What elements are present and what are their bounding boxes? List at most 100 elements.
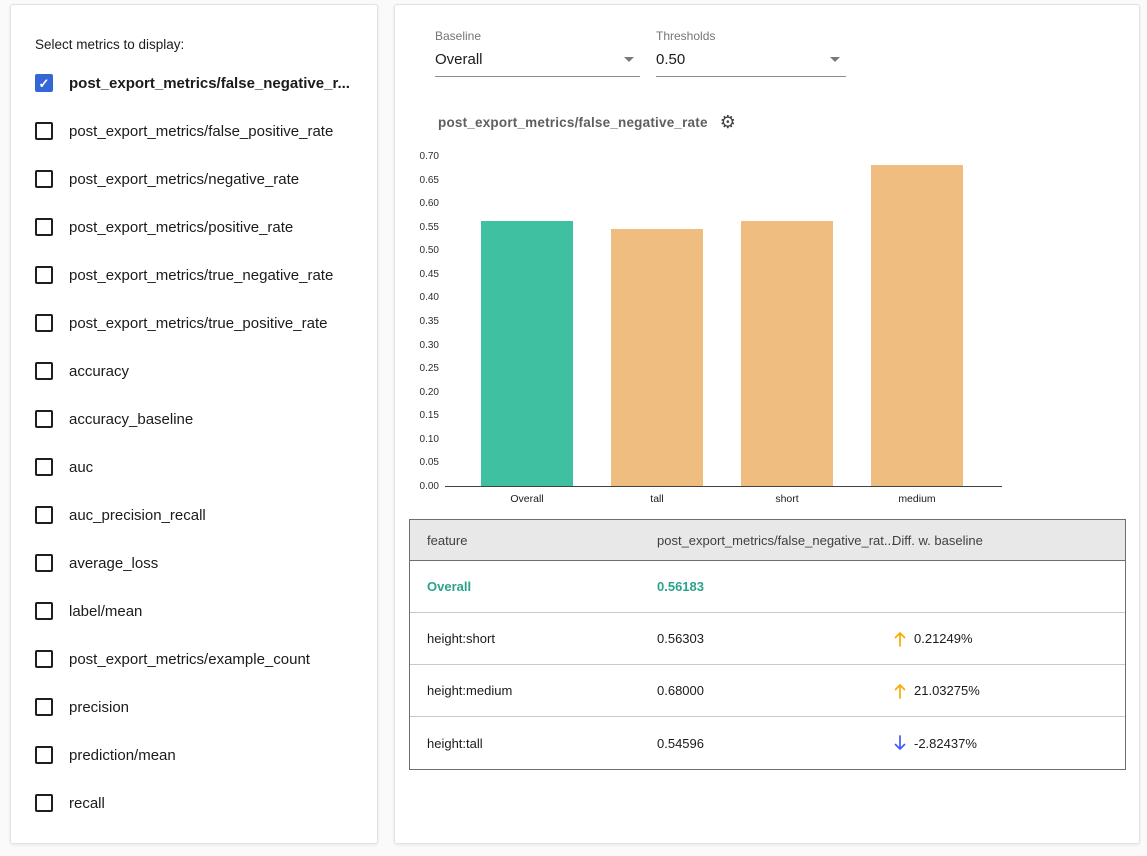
- feature-cell: height:short: [427, 613, 495, 664]
- checkbox-unchecked-icon[interactable]: [35, 794, 53, 812]
- checkbox-unchecked-icon[interactable]: [35, 650, 53, 668]
- y-axis-tick-label: 0.55: [395, 223, 439, 233]
- y-axis-tick-label: 0.05: [395, 458, 439, 468]
- checkbox-unchecked-icon[interactable]: [35, 698, 53, 716]
- metric-label: accuracy_baseline: [69, 411, 193, 428]
- x-axis-tick-label: Overall: [481, 493, 573, 505]
- metric-label: auc_precision_recall: [69, 507, 206, 524]
- checkbox-unchecked-icon[interactable]: [35, 554, 53, 572]
- checkbox-unchecked-icon[interactable]: [35, 314, 53, 332]
- bar-medium[interactable]: [871, 165, 963, 486]
- down-arrow-icon: [892, 734, 908, 752]
- table-row: height:medium 0.68000 21.03275%: [410, 665, 1125, 717]
- x-axis-tick-label: medium: [871, 493, 963, 505]
- checkbox-unchecked-icon[interactable]: [35, 746, 53, 764]
- metric-checkbox-item[interactable]: auc_precision_recall: [11, 491, 377, 539]
- metric-checkbox-item[interactable]: recall: [11, 779, 377, 827]
- checkbox-unchecked-icon[interactable]: [35, 458, 53, 476]
- metric-label: prediction/mean: [69, 747, 176, 764]
- metric-label: post_export_metrics/example_count: [69, 651, 310, 668]
- y-axis-tick-label: 0.45: [395, 270, 439, 280]
- feature-cell: height:medium: [427, 665, 512, 716]
- metric-checkbox-item[interactable]: post_export_metrics/positive_rate: [11, 203, 377, 251]
- y-axis-tick-label: 0.30: [395, 341, 439, 351]
- diff-cell: -2.82437%: [892, 717, 977, 769]
- metric-checkbox-item[interactable]: post_export_metrics/true_negative_rate: [11, 251, 377, 299]
- gear-icon[interactable]: ⚙: [720, 113, 736, 131]
- y-axis-tick-label: 0.20: [395, 388, 439, 398]
- y-axis-tick-label: 0.15: [395, 411, 439, 421]
- metric-value-cell: 0.56183: [657, 561, 704, 612]
- thresholds-dropdown[interactable]: 0.50: [656, 51, 846, 77]
- feature-cell: height:tall: [427, 717, 483, 769]
- metric-label: label/mean: [69, 603, 142, 620]
- chart-title: post_export_metrics/false_negative_rate: [438, 115, 708, 130]
- bar-overall[interactable]: [481, 221, 573, 486]
- y-axis-tick-label: 0.50: [395, 246, 439, 256]
- thresholds-value: 0.50: [656, 51, 685, 68]
- metric-checkbox-item[interactable]: post_export_metrics/example_count: [11, 635, 377, 683]
- metric-checkbox-item[interactable]: post_export_metrics/false_positive_rate: [11, 107, 377, 155]
- diff-value: 21.03275%: [914, 683, 980, 698]
- table-row: height:tall 0.54596 -2.82437%: [410, 717, 1125, 769]
- bar-tall[interactable]: [611, 229, 703, 486]
- chevron-down-icon[interactable]: [624, 57, 634, 62]
- baseline-dropdown[interactable]: Overall: [435, 51, 640, 77]
- y-axis: 0.000.050.100.150.200.250.300.350.400.45…: [395, 157, 439, 487]
- baseline-select[interactable]: Baseline Overall: [435, 29, 640, 77]
- metrics-table: featurepost_export_metrics/false_negativ…: [409, 519, 1126, 770]
- metric-label: post_export_metrics/negative_rate: [69, 171, 299, 188]
- metric-value-cell: 0.68000: [657, 665, 704, 716]
- diff-value: 0.21249%: [914, 631, 973, 646]
- y-axis-tick-label: 0.25: [395, 364, 439, 374]
- checkbox-unchecked-icon[interactable]: [35, 218, 53, 236]
- metric-checkbox-item[interactable]: label/mean: [11, 587, 377, 635]
- diff-cell: 21.03275%: [892, 665, 980, 716]
- checkbox-unchecked-icon[interactable]: [35, 170, 53, 188]
- plot-area: [445, 157, 1002, 487]
- bar-short[interactable]: [741, 221, 833, 486]
- x-axis-tick-label: tall: [611, 493, 703, 505]
- y-axis-tick-label: 0.70: [395, 152, 439, 162]
- x-axis: Overall tall short medium: [445, 493, 1002, 507]
- thresholds-select[interactable]: Thresholds 0.50: [656, 29, 846, 77]
- up-arrow-icon: [892, 630, 908, 648]
- table-row: Overall0.56183: [410, 561, 1125, 613]
- baseline-label: Baseline: [435, 29, 640, 43]
- checkbox-unchecked-icon[interactable]: [35, 506, 53, 524]
- y-axis-tick-label: 0.35: [395, 317, 439, 327]
- checkbox-unchecked-icon[interactable]: [35, 266, 53, 284]
- metric-label: average_loss: [69, 555, 158, 572]
- table-row: height:short0.563030.21249%: [410, 613, 1125, 665]
- table-header-cell: feature: [427, 520, 467, 560]
- metric-value-cell: 0.54596: [657, 717, 704, 769]
- chevron-down-icon[interactable]: [830, 57, 840, 62]
- metric-checkbox-item[interactable]: post_export_metrics/true_positive_rate: [11, 299, 377, 347]
- x-axis-tick-label: short: [741, 493, 833, 505]
- metric-checkbox-item[interactable]: average_loss: [11, 539, 377, 587]
- metric-label: auc: [69, 459, 93, 476]
- metrics-list: ✓post_export_metrics/false_negative_r...…: [11, 59, 377, 827]
- metric-label: post_export_metrics/false_positive_rate: [69, 123, 333, 140]
- chart-header: post_export_metrics/false_negative_rate …: [438, 113, 736, 131]
- checkbox-unchecked-icon[interactable]: [35, 362, 53, 380]
- y-axis-tick-label: 0.40: [395, 293, 439, 303]
- y-axis-tick-label: 0.60: [395, 199, 439, 209]
- metric-checkbox-item[interactable]: accuracy: [11, 347, 377, 395]
- checkbox-unchecked-icon[interactable]: [35, 602, 53, 620]
- metrics-display-panel: Baseline Overall Thresholds 0.50 post_ex…: [394, 4, 1140, 844]
- checkbox-unchecked-icon[interactable]: [35, 410, 53, 428]
- metric-label: post_export_metrics/positive_rate: [69, 219, 293, 236]
- checkbox-unchecked-icon[interactable]: [35, 122, 53, 140]
- metric-label: post_export_metrics/true_positive_rate: [69, 315, 327, 332]
- metric-checkbox-item[interactable]: precision: [11, 683, 377, 731]
- table-header-cell: Diff. w. baseline: [892, 520, 983, 560]
- metric-checkbox-item[interactable]: accuracy_baseline: [11, 395, 377, 443]
- checkbox-checked-icon[interactable]: ✓: [35, 74, 53, 92]
- metric-checkbox-item[interactable]: prediction/mean: [11, 731, 377, 779]
- diff-value: -2.82437%: [914, 736, 977, 751]
- y-axis-tick-label: 0.10: [395, 435, 439, 445]
- metric-checkbox-item[interactable]: auc: [11, 443, 377, 491]
- metric-checkbox-item[interactable]: ✓post_export_metrics/false_negative_r...: [11, 59, 377, 107]
- metric-checkbox-item[interactable]: post_export_metrics/negative_rate: [11, 155, 377, 203]
